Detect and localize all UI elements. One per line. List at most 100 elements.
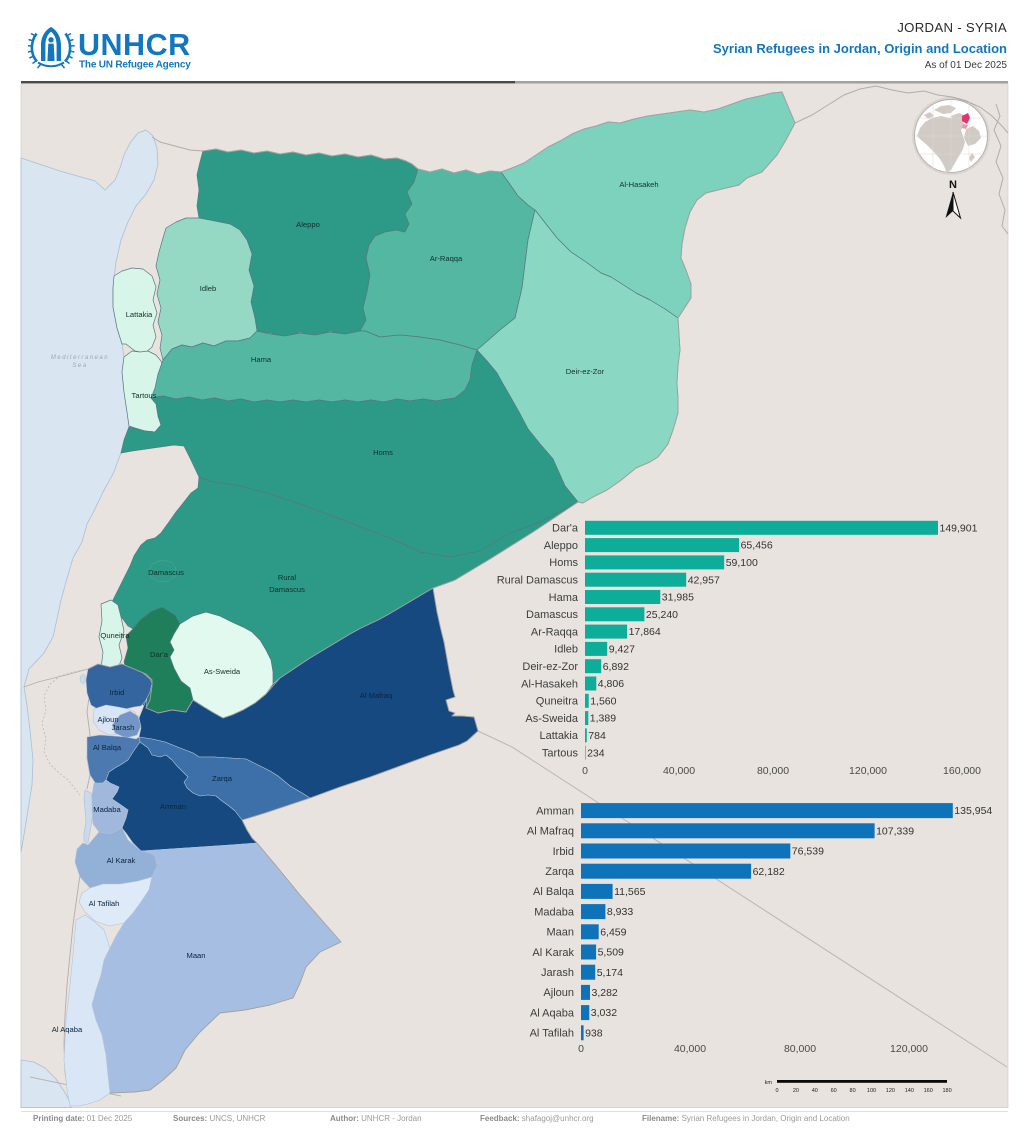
- svg-text:6,892: 6,892: [603, 661, 629, 673]
- svg-text:3,032: 3,032: [591, 1007, 617, 1019]
- svg-text:180: 180: [943, 1088, 952, 1094]
- svg-text:9,427: 9,427: [609, 644, 635, 656]
- svg-text:Ar-Raqqa: Ar-Raqqa: [430, 254, 463, 263]
- svg-text:40,000: 40,000: [674, 1043, 706, 1055]
- svg-text:1,389: 1,389: [590, 713, 616, 725]
- svg-text:80: 80: [850, 1088, 856, 1094]
- svg-text:5,174: 5,174: [597, 967, 623, 979]
- svg-text:1,560: 1,560: [590, 695, 616, 707]
- svg-text:Damascus: Damascus: [148, 568, 184, 577]
- svg-text:Al Aqaba: Al Aqaba: [530, 1007, 575, 1019]
- svg-text:Aleppo: Aleppo: [544, 540, 578, 552]
- svg-text:Sea: Sea: [72, 363, 87, 369]
- svg-text:As-Sweida: As-Sweida: [204, 667, 241, 676]
- svg-text:Al Mafraq: Al Mafraq: [527, 826, 574, 838]
- svg-text:N: N: [949, 179, 957, 191]
- svg-text:km: km: [765, 1080, 773, 1086]
- svg-text:Aleppo: Aleppo: [296, 220, 320, 229]
- svg-text:0: 0: [775, 1088, 778, 1094]
- svg-text:Mediterranean: Mediterranean: [51, 355, 109, 361]
- svg-text:Madaba: Madaba: [534, 906, 575, 918]
- svg-text:Homs: Homs: [373, 448, 393, 457]
- svg-text:Madaba: Madaba: [93, 805, 121, 814]
- svg-text:60: 60: [831, 1088, 837, 1094]
- svg-text:Lattakia: Lattakia: [539, 730, 578, 742]
- svg-text:Damascus: Damascus: [269, 585, 305, 594]
- svg-text:140: 140: [905, 1088, 914, 1094]
- svg-text:Damascus: Damascus: [526, 609, 578, 621]
- svg-text:Al Aqaba: Al Aqaba: [52, 1025, 83, 1034]
- svg-text:Quneitra: Quneitra: [100, 631, 130, 640]
- svg-text:UNHCR: UNHCR: [78, 28, 191, 62]
- svg-text:4,806: 4,806: [598, 678, 624, 690]
- svg-text:Amman: Amman: [536, 805, 574, 817]
- svg-text:Tartous: Tartous: [132, 391, 157, 400]
- svg-text:Ajloun: Ajloun: [543, 987, 574, 999]
- svg-text:Al Karak: Al Karak: [107, 856, 136, 865]
- svg-text:Al-Hasakeh: Al-Hasakeh: [619, 180, 658, 189]
- svg-text:As-Sweida: As-Sweida: [525, 713, 578, 725]
- svg-text:59,100: 59,100: [726, 557, 758, 569]
- svg-text:Al Tafilah: Al Tafilah: [89, 899, 120, 908]
- svg-text:40,000: 40,000: [663, 765, 695, 777]
- svg-text:Jarash: Jarash: [112, 723, 135, 732]
- svg-text:Rural: Rural: [278, 573, 296, 582]
- svg-text:Amman: Amman: [160, 802, 186, 811]
- svg-text:5,509: 5,509: [598, 947, 624, 959]
- svg-text:Ajloun: Ajloun: [97, 715, 118, 724]
- svg-text:938: 938: [585, 1027, 603, 1039]
- svg-text:Tartous: Tartous: [542, 748, 579, 760]
- svg-text:120,000: 120,000: [849, 765, 887, 777]
- svg-text:Lattakia: Lattakia: [126, 310, 153, 319]
- svg-text:149,901: 149,901: [940, 522, 978, 534]
- svg-text:120,000: 120,000: [890, 1043, 928, 1055]
- svg-text:Al Karak: Al Karak: [532, 947, 574, 959]
- svg-text:62,182: 62,182: [753, 866, 785, 878]
- svg-text:Irbid: Irbid: [553, 846, 574, 858]
- svg-text:160,000: 160,000: [943, 765, 981, 777]
- svg-text:Rural Damascus: Rural Damascus: [497, 575, 579, 587]
- svg-text:Irbid: Irbid: [110, 688, 125, 697]
- svg-text:Al Balqa: Al Balqa: [93, 743, 122, 752]
- svg-text:Maan: Maan: [187, 951, 206, 960]
- svg-text:784: 784: [588, 730, 606, 742]
- svg-text:25,240: 25,240: [646, 609, 678, 621]
- svg-text:Al Mafraq: Al Mafraq: [360, 691, 393, 700]
- svg-text:The UN Refugee Agency: The UN Refugee Agency: [79, 60, 191, 71]
- svg-text:80,000: 80,000: [757, 765, 789, 777]
- svg-text:Al Tafilah: Al Tafilah: [530, 1028, 574, 1040]
- svg-text:Ar-Raqqa: Ar-Raqqa: [531, 626, 579, 638]
- svg-text:Al-Hasakeh: Al-Hasakeh: [521, 678, 578, 690]
- svg-text:135,954: 135,954: [954, 805, 992, 817]
- svg-text:Dar'a: Dar'a: [552, 523, 579, 535]
- svg-text:Al Balqa: Al Balqa: [533, 886, 575, 898]
- svg-text:Hama: Hama: [549, 592, 579, 604]
- svg-text:6,459: 6,459: [600, 926, 626, 938]
- svg-text:80,000: 80,000: [784, 1043, 816, 1055]
- svg-text:42,957: 42,957: [688, 574, 720, 586]
- svg-text:11,565: 11,565: [614, 886, 645, 898]
- svg-text:234: 234: [587, 747, 605, 759]
- svg-text:100: 100: [867, 1088, 876, 1094]
- svg-text:Zarqa: Zarqa: [545, 866, 575, 878]
- svg-text:3,282: 3,282: [592, 987, 618, 999]
- svg-text:65,456: 65,456: [741, 540, 773, 552]
- svg-text:107,339: 107,339: [876, 825, 914, 837]
- svg-text:40: 40: [812, 1088, 818, 1094]
- svg-text:76,539: 76,539: [792, 846, 824, 858]
- svg-text:Idleb: Idleb: [554, 644, 578, 656]
- svg-text:Maan: Maan: [546, 927, 574, 939]
- svg-text:17,864: 17,864: [629, 626, 661, 638]
- svg-text:Idleb: Idleb: [200, 284, 216, 293]
- svg-text:0: 0: [582, 765, 588, 777]
- svg-text:0: 0: [578, 1043, 584, 1055]
- svg-text:Hama: Hama: [251, 355, 272, 364]
- svg-text:Zarqa: Zarqa: [212, 774, 233, 783]
- svg-text:Jarash: Jarash: [541, 967, 574, 979]
- svg-text:Homs: Homs: [549, 557, 578, 569]
- svg-text:Quneitra: Quneitra: [536, 696, 579, 708]
- svg-text:Deir-ez-Zor: Deir-ez-Zor: [522, 661, 578, 673]
- svg-text:20: 20: [793, 1088, 799, 1094]
- svg-text:8,933: 8,933: [607, 906, 633, 918]
- svg-text:31,985: 31,985: [662, 592, 694, 604]
